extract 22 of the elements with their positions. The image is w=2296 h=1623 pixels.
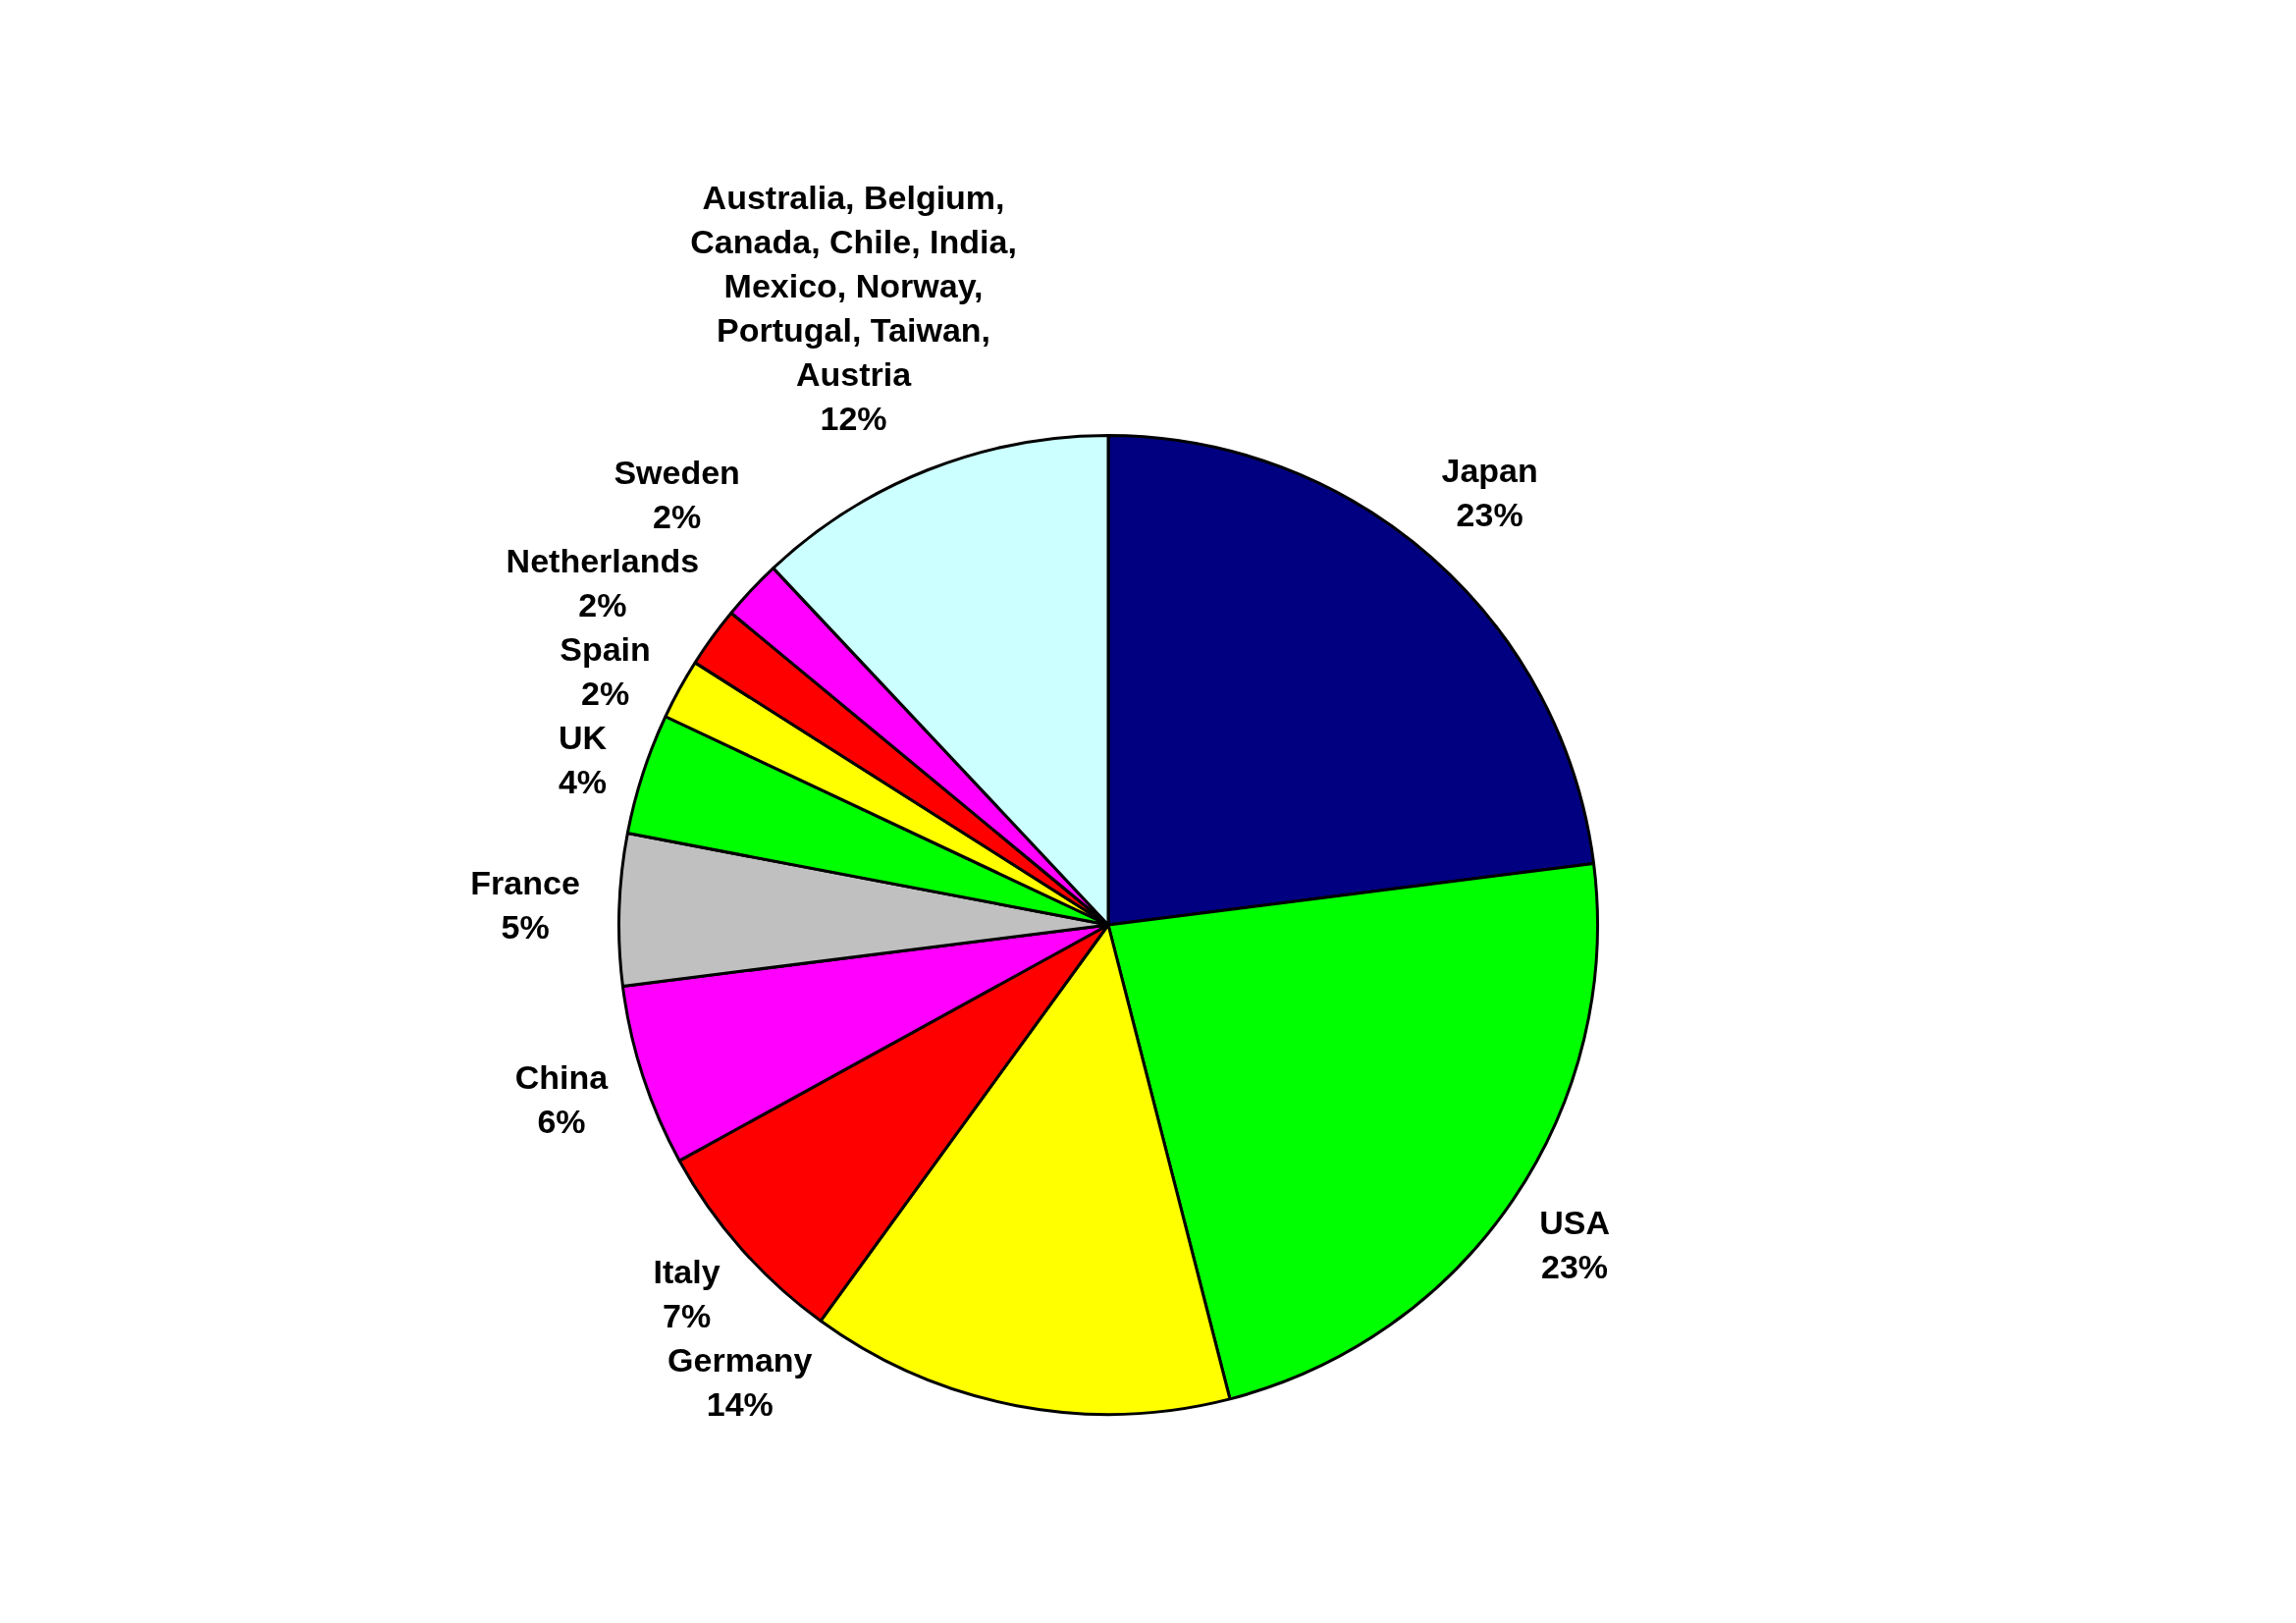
slice-label: USA [1539,1203,1610,1241]
data-label: 4% [558,762,608,800]
data-label: 23% [1456,496,1523,534]
slice-label: China [514,1058,610,1097]
slice-label: France [470,863,580,901]
slice-label: UK [558,718,608,756]
data-label: 14% [706,1385,774,1424]
slice-label: Sweden [614,453,740,491]
data-label: 2% [578,585,627,623]
slice-label: Italy [653,1253,721,1291]
data-label: 23% [1541,1247,1609,1285]
data-label: 5% [501,907,550,946]
data-label: 6% [537,1103,586,1141]
slice-label: Australia, Belgium, Canada, Chile, India, Mexico, Norway, Portugal, Taiwan, Austria [690,178,1017,393]
data-label: 7% [662,1297,712,1335]
slice-label: Spain [560,629,651,668]
slice-label: Netherlands [506,541,700,579]
data-label: 2% [653,497,702,535]
data-label: 2% [580,674,630,712]
slice-label: Japan [1441,452,1538,490]
slice-label: Germany [667,1341,813,1380]
data-label: 12% [820,399,887,437]
